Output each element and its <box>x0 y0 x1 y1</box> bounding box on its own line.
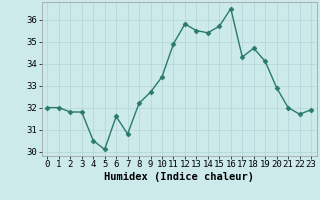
X-axis label: Humidex (Indice chaleur): Humidex (Indice chaleur) <box>104 172 254 182</box>
